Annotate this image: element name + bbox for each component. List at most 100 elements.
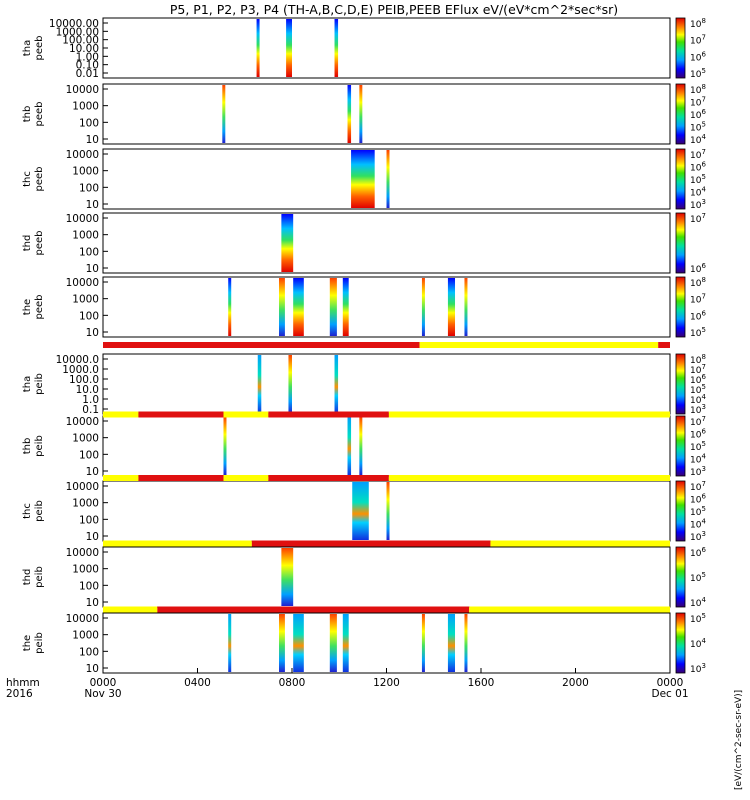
colorbar: [675, 415, 686, 477]
y-tick-label: 1000.00: [56, 26, 99, 38]
panel-label: thd: [22, 569, 33, 586]
spectrogram-segment: [359, 417, 363, 475]
x-year-label: 2016: [6, 688, 33, 700]
y-tick-label: 1000: [72, 294, 99, 306]
y-tick-label: 10: [86, 199, 99, 211]
mode-bar-segment: [103, 411, 139, 418]
colorbar-tick-label: 106: [690, 428, 706, 441]
panel-label: thb: [22, 438, 33, 455]
spectrogram-segment: [352, 482, 369, 540]
spectrogram-segment: [334, 355, 339, 413]
panel-label: peeb: [34, 36, 45, 61]
x-tick-label: 0000: [90, 677, 117, 689]
x-tick-label: 2000: [562, 677, 589, 689]
mode-bar-segment: [419, 342, 659, 348]
mode-bar-segment: [138, 475, 224, 481]
y-tick-label: 10: [86, 663, 99, 675]
y-tick-label: 100: [79, 182, 99, 194]
colorbar-tick-label: 108: [690, 17, 706, 30]
panel-the-peeb: 10000 1000 100 10 the peeb 108 107 106 105: [22, 276, 706, 339]
panel-label: peib: [34, 632, 45, 654]
mode-bar-segment: [157, 606, 470, 613]
mode-bar-segment: [469, 606, 670, 613]
panel-label: the: [22, 299, 33, 315]
panel-label: peeb: [34, 167, 45, 192]
mode-bar-segment: [490, 540, 670, 547]
y-tick-label: 1000: [72, 498, 99, 510]
spectrogram-segment: [286, 19, 292, 77]
mode-bar-segment: [268, 475, 389, 481]
y-tick-label: 10: [86, 134, 99, 146]
colorbar-tick-label: 106: [690, 309, 706, 322]
panel-frame: [102, 276, 671, 338]
colorbar-tick-label: 106: [690, 493, 706, 506]
panel-label: tha: [22, 40, 33, 56]
mode-bar-segment: [103, 606, 158, 613]
y-tick-label: 10: [86, 531, 99, 543]
colorbar-tick-label: 103: [690, 198, 706, 211]
y-tick-label: 10: [86, 597, 99, 609]
spectrogram-segment: [329, 614, 337, 672]
panel-label: peib: [34, 566, 45, 588]
spectrogram-segment: [342, 278, 349, 336]
colorbar-tick-label: 105: [690, 505, 706, 518]
mode-bar-segment: [658, 342, 670, 348]
y-tick-label: 100: [79, 646, 99, 658]
colorbar-tick-label: 108: [690, 83, 706, 96]
y-tick-label: 10000: [66, 481, 99, 493]
colorbar-tick-label: 105: [690, 612, 706, 625]
colorbar-tick-label: 108: [690, 276, 706, 289]
panel-label: peeb: [34, 295, 45, 320]
colorbar: [675, 148, 686, 210]
colorbar-tick-label: 107: [690, 212, 706, 225]
colorbar: [675, 353, 686, 415]
spectrogram-segment: [256, 19, 260, 77]
mode-bar-segment: [388, 411, 670, 418]
panel-thd-peib: 10000 1000 100 10 thd peib 106 105 104: [22, 546, 706, 609]
y-tick-label: 1000.0: [62, 364, 99, 376]
spectrogram-segment: [342, 614, 349, 672]
spectrogram-segment: [279, 278, 285, 336]
y-tick-label: 1000: [72, 166, 99, 178]
y-tick-label: 10: [86, 466, 99, 478]
y-tick-label: 10000: [66, 149, 99, 161]
colorbar-tick-label: 105: [690, 173, 706, 186]
panel-label: tha: [22, 376, 33, 392]
colorbar: [675, 480, 686, 542]
chart-title: P5, P1, P2, P3, P4 (TH-A,B,C,D,E) PEIB,P…: [170, 2, 618, 17]
spectrogram-segment: [223, 417, 227, 475]
y-tick-label: 1.0: [82, 394, 99, 406]
panel-label: thc: [22, 171, 33, 187]
spectrogram-segment: [447, 278, 456, 336]
y-tick-label: 10000.00: [49, 18, 99, 30]
colorbar-tick-label: 105: [690, 67, 706, 80]
spectrogram-segment: [293, 614, 304, 672]
y-tick-label: 1000: [72, 564, 99, 576]
panel-label: peib: [34, 435, 45, 457]
mode-bar-segment: [388, 475, 670, 481]
panel-label: thb: [22, 106, 33, 123]
panel-label: thd: [22, 235, 33, 252]
mode-bar-segment: [268, 411, 389, 418]
y-tick-label: 100: [79, 580, 99, 592]
colorbar-tick-label: 106: [690, 161, 706, 174]
colorbar: [675, 276, 686, 338]
colorbar-tick-label: 103: [690, 662, 706, 675]
colorbar-tick-label: 106: [690, 262, 706, 275]
y-tick-label: 10000: [66, 547, 99, 559]
mode-bar-segment: [251, 540, 491, 547]
colorbar-tick-label: 103: [690, 530, 706, 543]
y-tick-label: 10000: [66, 277, 99, 289]
x-date-label: Dec 01: [651, 688, 688, 700]
mode-bar-segment: [103, 342, 420, 348]
y-tick-label: 0.1: [82, 404, 99, 416]
spectrogram-segment: [351, 150, 375, 208]
colorbar-tick-label: 107: [690, 34, 706, 47]
spectrogram-segment: [281, 214, 294, 272]
colorbar-tick-label: 107: [690, 96, 706, 109]
mode-bar-segment: [138, 411, 224, 418]
